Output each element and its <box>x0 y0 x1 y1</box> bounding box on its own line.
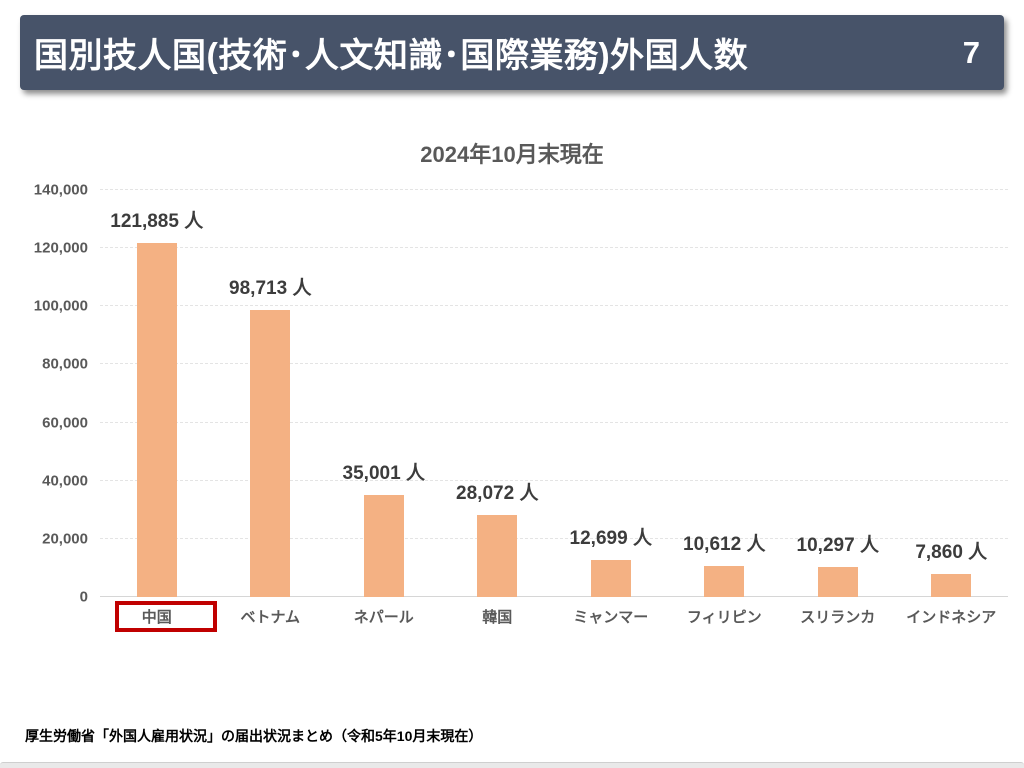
data-label: 121,885 人 <box>110 210 204 232</box>
bottom-window-edge <box>0 762 1024 768</box>
gridline <box>100 421 1008 423</box>
bar-slot: 35,001 人ネパール <box>327 190 441 626</box>
data-label: 7,860 人 <box>915 542 988 564</box>
y-axis-tick-label: 100,000 <box>33 297 88 315</box>
page-title: 国別技人国(技術･人文知識･国際業務)外国人数 <box>34 37 749 75</box>
category-label: スリランカ <box>800 609 876 626</box>
slide-header: 国別技人国(技術･人文知識･国際業務)外国人数 7 <box>20 15 1004 90</box>
bar-slot: 121,885 人中国 <box>100 190 217 632</box>
gridline <box>100 305 1008 307</box>
data-label: 10,297 人 <box>796 535 879 557</box>
gridline <box>100 363 1008 365</box>
bar-ベトナム <box>250 310 291 597</box>
bar-slot: 28,072 人韓国 <box>441 190 555 626</box>
gridline <box>100 537 1008 539</box>
bar-slot: 98,713 人ベトナム <box>214 190 328 626</box>
y-axis-tick-label: 80,000 <box>42 355 88 373</box>
source-note: 厚生労働省「外国人雇用状況」の届出状況まとめ（令和5年10月末現在） <box>25 728 483 744</box>
category-label: フィリピン <box>686 609 762 626</box>
bar-ミャンマー <box>590 560 631 597</box>
gridline <box>100 189 1008 190</box>
y-axis-tick-label: 40,000 <box>42 472 88 490</box>
bar-slot: 12,699 人ミャンマー <box>554 190 668 626</box>
category-label: 中国 <box>141 609 172 626</box>
gridline <box>100 479 1008 481</box>
category-label: ベトナム <box>240 609 301 626</box>
data-label: 28,072 人 <box>456 483 539 505</box>
bar-インドネシア <box>931 574 972 597</box>
data-label: 35,001 人 <box>342 463 425 485</box>
category-label: ミャンマー <box>573 609 649 626</box>
category-label: ネパール <box>353 609 414 626</box>
page-number: 7 <box>962 34 980 70</box>
category-label: 韓国 <box>482 609 513 626</box>
bar-スリランカ <box>817 567 858 597</box>
y-axis-tick-label: 0 <box>79 588 88 606</box>
data-label: 12,699 人 <box>569 528 652 550</box>
data-label: 98,713 人 <box>229 278 312 300</box>
bar-ネパール <box>363 495 404 597</box>
y-axis-tick-label: 20,000 <box>42 530 88 548</box>
x-axis-line <box>100 596 1008 597</box>
bar-フィリピン <box>704 566 745 597</box>
bar-中国 <box>136 242 177 597</box>
bar-slot: 10,612 人フィリピン <box>668 190 782 626</box>
bar-韓国 <box>477 515 518 597</box>
bar-chart-plot-area: 140,000 120,000 100,000 80,000 60,000 40,000 2… <box>34 182 1009 632</box>
data-label: 10,612 人 <box>683 534 766 556</box>
chart-title: 2024年10月末現在 <box>420 142 604 167</box>
y-axis-tick-label: 120,000 <box>33 239 88 257</box>
highlight-box <box>114 601 217 632</box>
bar-slot: 10,297 人スリランカ <box>781 190 895 626</box>
y-axis-tick-label: 60,000 <box>42 414 88 432</box>
category-label: インドネシア <box>906 609 997 626</box>
gridline <box>100 247 1008 249</box>
y-axis-tick-label: 140,000 <box>33 181 88 199</box>
bar-slot: 7,860 人インドネシア <box>895 190 1009 626</box>
